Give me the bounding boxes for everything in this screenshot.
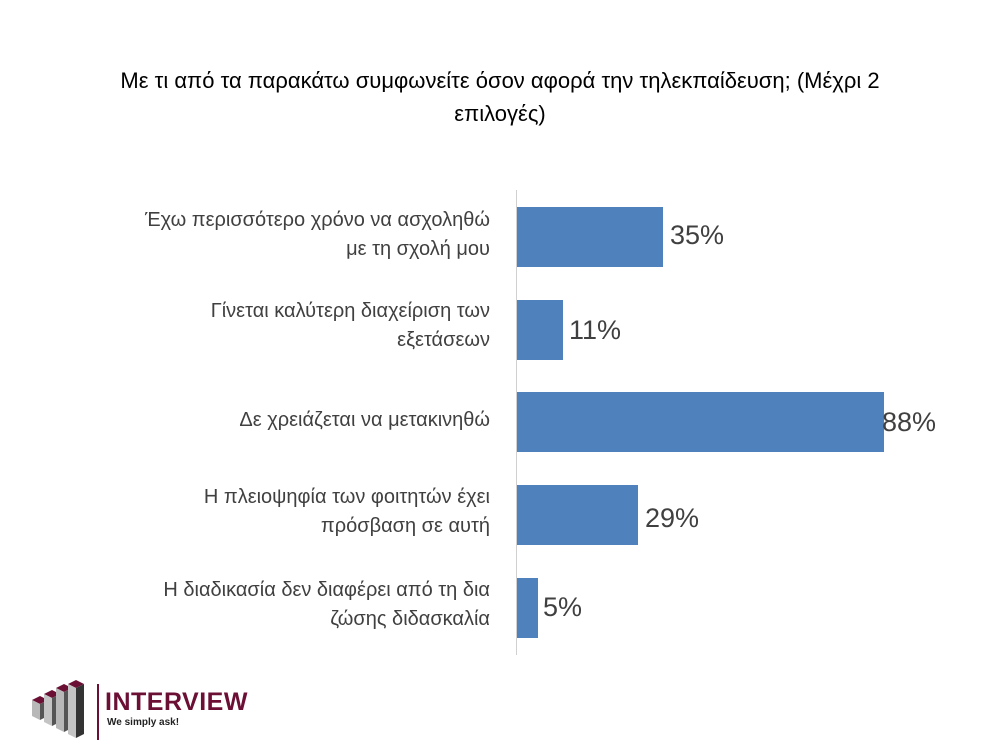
category-label-line: εξετάσεων xyxy=(397,329,490,351)
bar xyxy=(517,300,563,360)
category-label-line: Έχω περισσότερο χρόνο να ασχοληθώ xyxy=(144,209,490,231)
logo-tagline: We simply ask! xyxy=(107,717,180,728)
chart-title-line-2: επιλογές) xyxy=(454,101,546,126)
bar xyxy=(517,392,884,452)
category-label-line: Η διαδικασία δεν διαφέρει από τη δια xyxy=(163,579,490,601)
interview-logo: INTERVIEW We simply ask! xyxy=(30,680,260,740)
category-label: Γίνεται καλύτερη διαχείριση των εξετάσεω… xyxy=(30,297,490,355)
bar xyxy=(517,207,663,267)
logo-wordmark: INTERVIEW xyxy=(105,688,248,716)
bar xyxy=(517,485,638,545)
category-label: Έχω περισσότερο χρόνο να ασχοληθώ με τη … xyxy=(30,206,490,264)
category-label-line: Γίνεται καλύτερη διαχείριση των xyxy=(210,300,490,322)
chart-title-line-1: Με τι από τα παρακάτω συμφωνείτε όσον αφ… xyxy=(120,68,880,93)
category-label-line: ζώσης διδασκαλία xyxy=(330,608,490,630)
chart-title: Με τι από τα παρακάτω συμφωνείτε όσον αφ… xyxy=(0,64,1000,130)
category-label-line: με τη σχολή μου xyxy=(346,238,490,260)
bar-chart-logo-icon xyxy=(32,680,84,738)
data-label: 35% xyxy=(670,220,725,250)
category-axis-line xyxy=(516,190,517,655)
logo-separator xyxy=(97,684,99,740)
category-label-line: Δε χρειάζεται να μετακινηθώ xyxy=(239,409,490,431)
data-label: 11% xyxy=(569,315,622,345)
data-label: 29% xyxy=(645,503,700,533)
bar xyxy=(517,578,538,638)
category-label-line: πρόσβαση σε αυτή xyxy=(320,515,490,537)
data-label: 88% xyxy=(882,407,937,437)
category-label: Η πλειοψηφία των φοιτητών έχει πρόσβαση … xyxy=(30,483,490,541)
category-label: Η διαδικασία δεν διαφέρει από τη δια ζώσ… xyxy=(30,576,490,634)
category-label: Δε χρειάζεται να μετακινηθώ xyxy=(30,406,490,435)
data-label: 5% xyxy=(543,592,583,622)
category-label-line: Η πλειοψηφία των φοιτητών έχει xyxy=(203,486,490,508)
